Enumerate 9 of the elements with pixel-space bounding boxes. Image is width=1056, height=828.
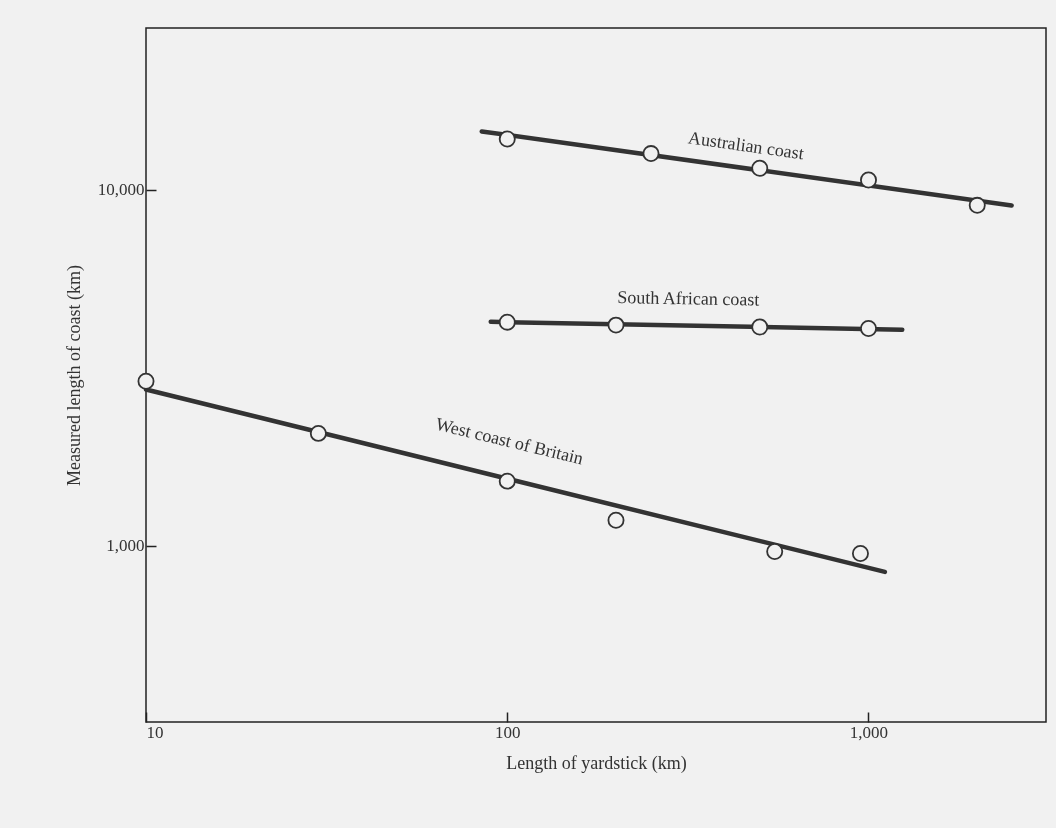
x-axis-title: Length of yardstick (km) bbox=[506, 752, 687, 774]
text: West coast of Britain bbox=[433, 413, 586, 469]
series-label: South African coast bbox=[617, 287, 760, 310]
y-tick-label: 10,000 bbox=[97, 180, 145, 200]
x-tick-label: 100 bbox=[495, 722, 521, 742]
x-tick-label: 10 bbox=[146, 722, 164, 742]
x-tick-label: 1,000 bbox=[849, 722, 889, 742]
text: Australian coast bbox=[686, 127, 806, 164]
y-axis-title: Measured length of coast (km) bbox=[63, 265, 85, 486]
